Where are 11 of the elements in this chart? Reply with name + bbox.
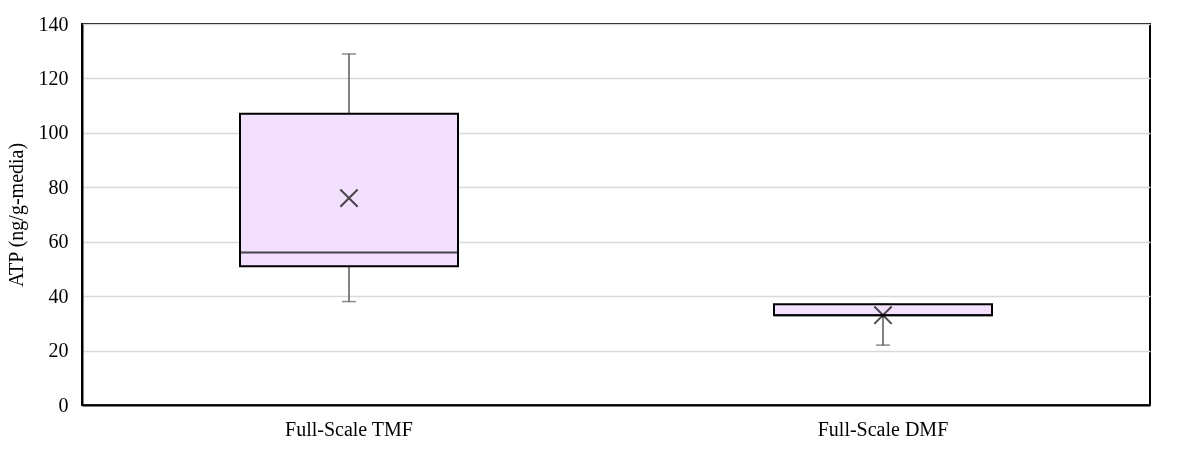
y-tick-label: 60 [48,230,69,253]
y-tick-label: 100 [38,121,69,144]
x-tick-label: Full-Scale DMF [817,417,949,440]
y-tick-label: 40 [48,284,69,307]
y-tick-label: 20 [48,339,69,362]
y-axis-title: ATP (ng/g-media) [4,142,28,288]
y-tick-label: 0 [58,393,69,416]
y-tick-label: 80 [48,175,69,198]
x-tick-label: Full-Scale TMF [285,417,413,440]
y-tick-label: 140 [38,12,69,35]
y-tick-label: 120 [38,66,69,89]
